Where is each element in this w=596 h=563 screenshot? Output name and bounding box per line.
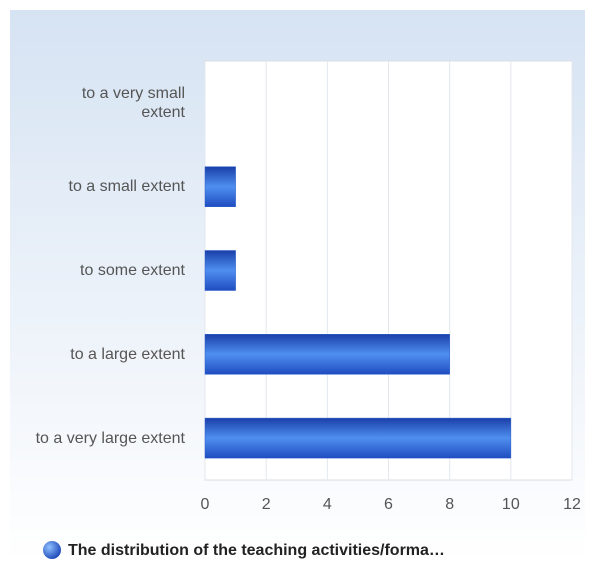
y-tick-label-box: to a very large extent (35, 429, 185, 447)
x-tick-label: 0 (201, 496, 210, 513)
bar (204, 250, 236, 291)
y-tick-label: to a small extent (68, 178, 186, 196)
bar (204, 166, 236, 207)
x-tick-label: 10 (502, 496, 520, 513)
x-tick-label: 2 (262, 496, 271, 513)
y-tick-label-box: to some extent (80, 262, 185, 280)
x-tick-label: 6 (384, 496, 393, 513)
bar (204, 334, 450, 375)
legend-label: The distribution of the teaching activit… (68, 542, 445, 559)
y-tick-label: to a large extent (70, 345, 185, 363)
y-tick-label: to some extent (80, 262, 185, 280)
x-tick-label: 8 (445, 496, 454, 513)
bar (204, 417, 512, 459)
y-tick-label-box: to a large extent (70, 345, 185, 363)
x-tick-label: 4 (323, 496, 332, 513)
y-tick-label-box: to a small extent (68, 178, 186, 196)
y-tick-label-box: to a very small extent (81, 85, 185, 121)
y-tick-label: to a very large extent (35, 429, 185, 447)
x-tick-label: 12 (563, 496, 581, 513)
y-tick-label: to a very small extent (81, 85, 185, 121)
legend-marker (43, 541, 61, 559)
